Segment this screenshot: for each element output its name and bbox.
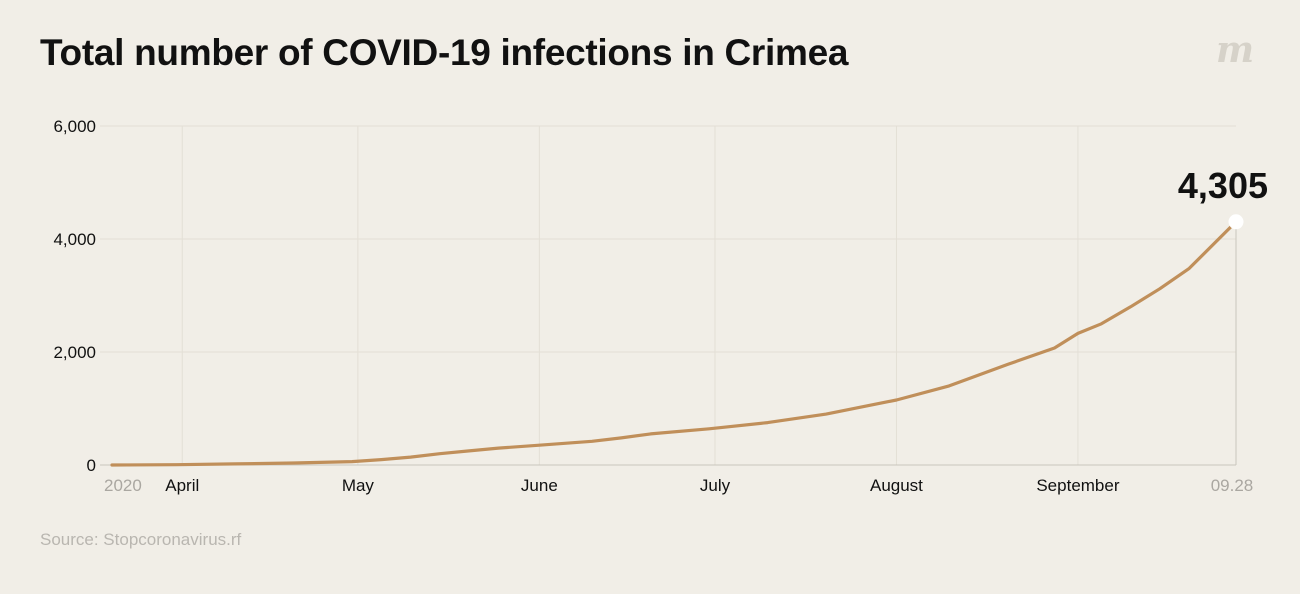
x-tick-label: May: [342, 476, 375, 495]
chart-title: Total number of COVID-19 infections in C…: [40, 32, 849, 73]
end-marker-layer: 4,305: [1178, 165, 1268, 465]
grid-lines: [100, 125, 1236, 465]
series-layer: [110, 220, 1238, 467]
end-point-marker: [1228, 214, 1244, 230]
y-axis: 0 2,000 4,000 6,000: [53, 117, 96, 475]
x-tick-label: June: [521, 476, 558, 495]
end-value-label: 4,305: [1178, 165, 1268, 206]
y-tick-label: 2,000: [53, 343, 96, 362]
x-tick-label: 09.28: [1211, 476, 1254, 495]
source-note: Source: Stopcoronavirus.rf: [40, 530, 242, 549]
x-tick-label: September: [1036, 476, 1119, 495]
x-tick-label: 2020: [104, 476, 142, 495]
y-tick-label: 6,000: [53, 117, 96, 136]
x-tick-label: April: [165, 476, 199, 495]
x-tick-label: July: [700, 476, 731, 495]
y-tick-label: 0: [87, 456, 96, 475]
publisher-logo: m: [1216, 29, 1255, 71]
x-axis: 2020 April May June July August September 09.28: [100, 464, 1254, 495]
x-tick-label: August: [870, 476, 923, 495]
y-tick-label: 4,000: [53, 230, 96, 249]
series-line: [110, 220, 1238, 467]
